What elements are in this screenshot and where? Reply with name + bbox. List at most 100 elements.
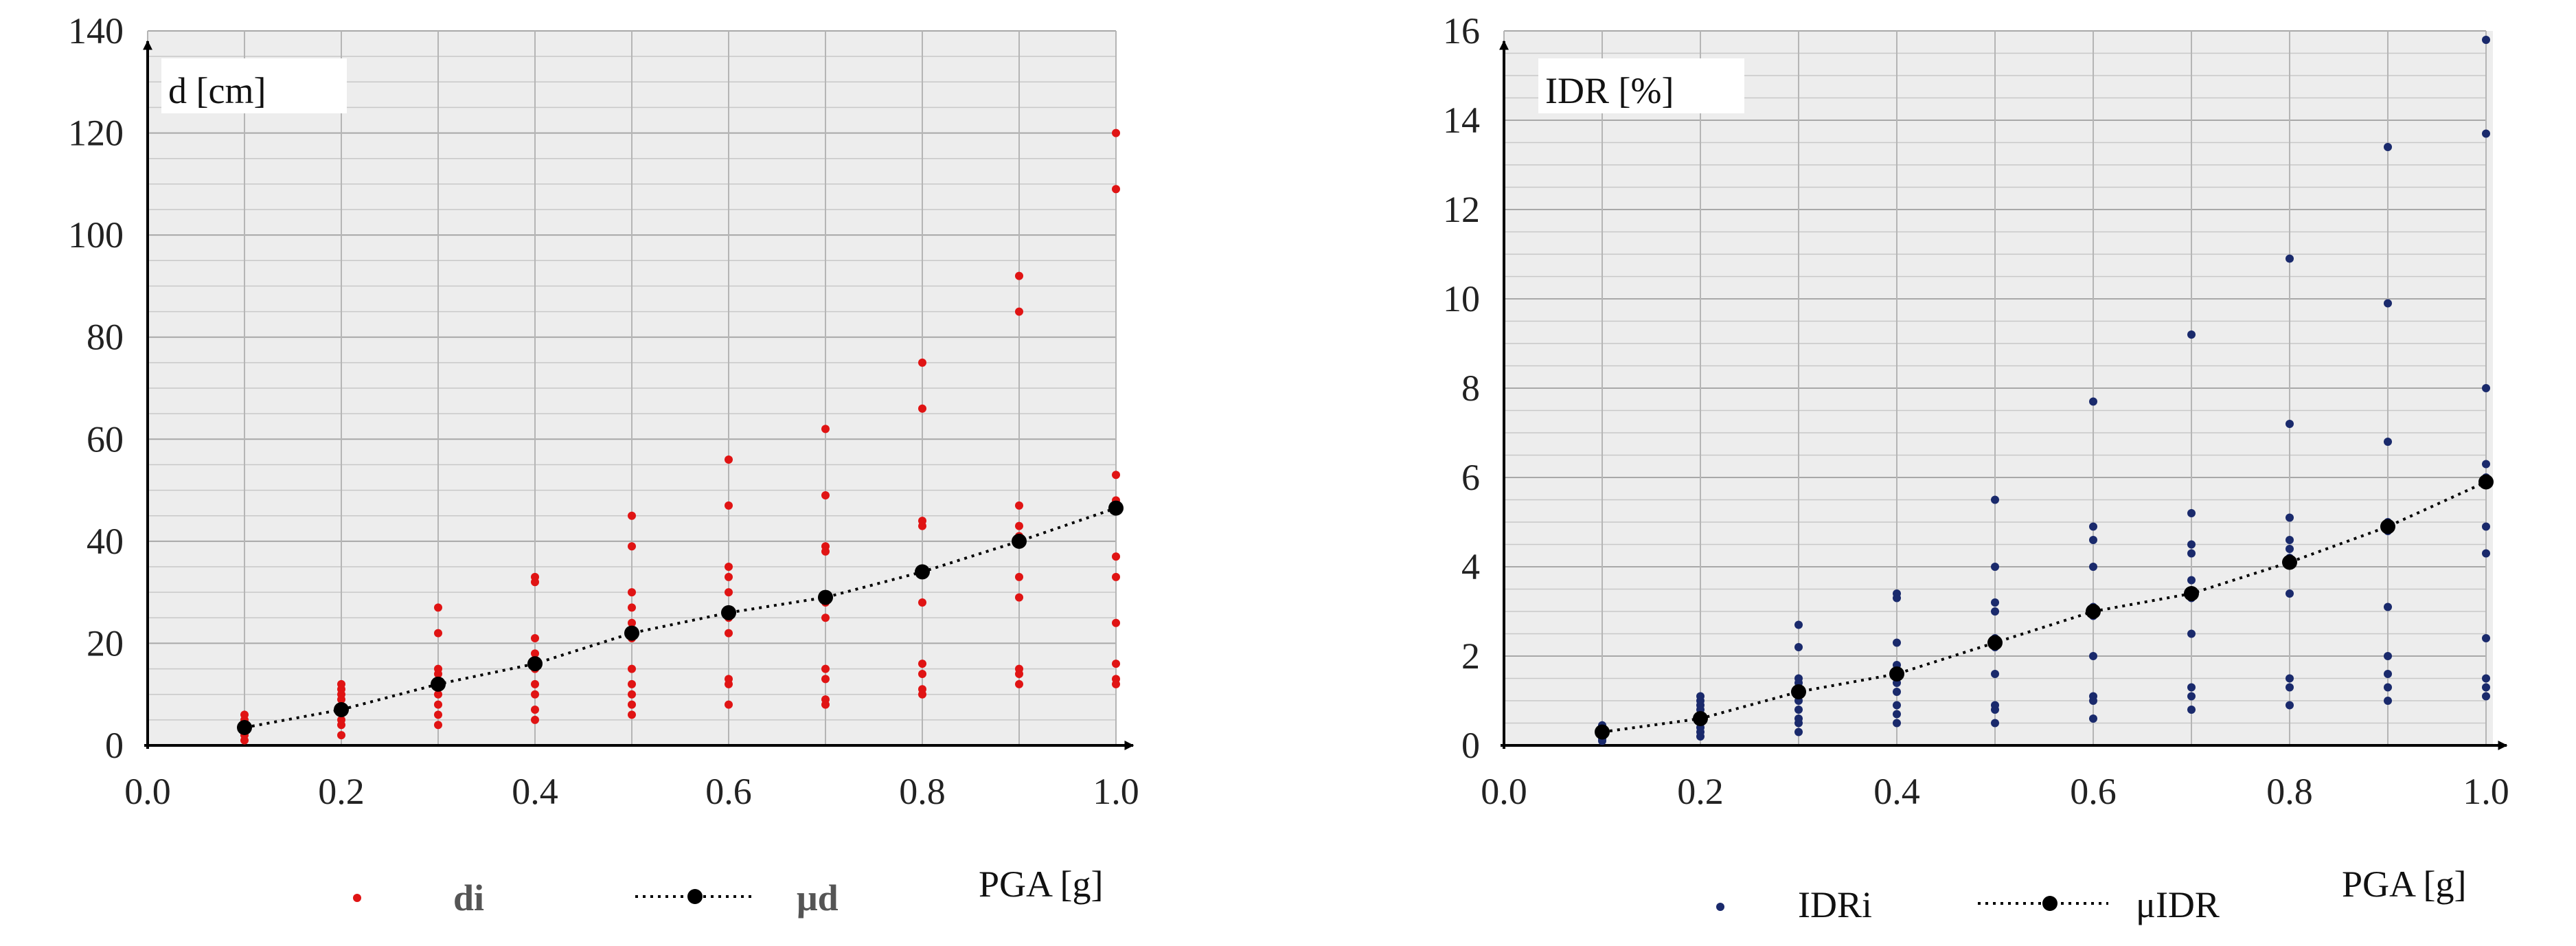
- y-axis-label-bg: [1538, 58, 1744, 113]
- data-point: [2187, 629, 2196, 638]
- data-point: [1112, 572, 1120, 581]
- mean-point: [334, 702, 349, 717]
- y-tick-label: 0: [105, 725, 124, 766]
- data-point: [1112, 471, 1120, 480]
- data-point: [2482, 522, 2490, 531]
- data-point: [1893, 688, 1901, 696]
- y-tick-label: 40: [87, 521, 124, 562]
- data-point: [2384, 299, 2392, 308]
- data-point: [1991, 607, 1999, 616]
- y-tick-label: 140: [68, 10, 124, 52]
- data-point: [434, 629, 442, 638]
- data-point: [531, 715, 539, 724]
- mean-point: [624, 625, 639, 641]
- data-point: [531, 649, 539, 658]
- data-point: [2089, 536, 2097, 544]
- data-point: [2286, 536, 2294, 544]
- data-point: [2089, 563, 2097, 571]
- data-point: [628, 542, 636, 551]
- y-axis-label-bg: [161, 58, 347, 113]
- data-point: [2482, 674, 2490, 683]
- x-tick-label: 0.4: [512, 771, 558, 812]
- data-point: [918, 598, 926, 607]
- data-point: [2482, 36, 2490, 44]
- mean-point: [1108, 500, 1124, 516]
- data-point: [2286, 420, 2294, 428]
- data-point: [1991, 598, 1999, 607]
- data-point: [2286, 589, 2294, 598]
- x-tick-label: 0.8: [899, 771, 946, 812]
- data-point: [628, 511, 636, 520]
- data-point: [2286, 701, 2294, 710]
- y-tick-label: 12: [1443, 189, 1480, 230]
- grid: [1503, 30, 2487, 746]
- data-point: [1794, 706, 1803, 714]
- mean-point: [2086, 604, 2101, 619]
- data-point: [2187, 549, 2196, 558]
- data-point: [2089, 652, 2097, 660]
- data-point: [1015, 307, 1023, 316]
- data-point: [2384, 602, 2392, 611]
- x-tick-label: 0.2: [318, 771, 365, 812]
- data-point: [2384, 438, 2392, 446]
- mean-point: [237, 720, 252, 735]
- data-point: [1112, 552, 1120, 561]
- data-point: [1015, 501, 1023, 510]
- data-point: [1991, 670, 1999, 678]
- mean-point: [2478, 474, 2494, 490]
- data-point: [821, 675, 830, 684]
- y-tick-label: 10: [1443, 278, 1480, 319]
- y-tick-label: 20: [87, 622, 124, 664]
- x-axis-label: PGA [g]: [979, 864, 1104, 905]
- mean-point: [721, 605, 736, 620]
- data-point: [1794, 674, 1803, 683]
- x-axis-label: PGA [g]: [2342, 864, 2467, 905]
- data-point: [821, 425, 830, 433]
- y-tick-label: 4: [1461, 546, 1480, 587]
- data-point: [2187, 540, 2196, 549]
- data-point: [628, 710, 636, 719]
- data-point: [2482, 634, 2490, 642]
- data-point: [1015, 271, 1023, 280]
- data-point: [821, 695, 830, 704]
- data-point: [1015, 679, 1023, 688]
- data-point: [1794, 643, 1803, 651]
- data-point: [2089, 397, 2097, 406]
- data-point: [2286, 674, 2294, 683]
- data-point: [1112, 660, 1120, 668]
- y-tick-label: 0: [1461, 725, 1480, 766]
- data-point: [1794, 728, 1803, 736]
- data-point: [240, 710, 249, 719]
- data-point: [1112, 675, 1120, 684]
- data-point: [918, 358, 926, 367]
- data-point: [2482, 384, 2490, 392]
- data-point: [2187, 330, 2196, 339]
- data-point: [2187, 683, 2196, 692]
- data-point: [1893, 710, 1901, 719]
- x-tick-label: 0.8: [2266, 771, 2313, 812]
- data-point: [434, 710, 442, 719]
- data-point: [1991, 563, 1999, 571]
- mean-point: [2282, 554, 2297, 570]
- mean-point: [2380, 519, 2395, 534]
- data-point: [2286, 513, 2294, 522]
- data-point: [628, 690, 636, 699]
- x-tick-label: 0.6: [2070, 771, 2117, 812]
- data-point: [628, 664, 636, 673]
- data-point: [2482, 460, 2490, 469]
- data-point: [434, 603, 442, 612]
- legend-label-idri: IDRi: [1798, 884, 1872, 925]
- x-tick-label: 0.6: [705, 771, 752, 812]
- y-tick-label: 120: [68, 113, 124, 154]
- mean-point: [2184, 586, 2199, 601]
- data-point: [628, 700, 636, 709]
- mean-point: [1693, 711, 1708, 726]
- data-point: [821, 664, 830, 673]
- x-tick-label: 1.0: [2463, 771, 2509, 812]
- legend-label-di: di: [453, 877, 484, 919]
- data-point: [337, 715, 345, 724]
- data-point: [2089, 692, 2097, 701]
- data-point: [2384, 683, 2392, 692]
- data-point: [628, 588, 636, 597]
